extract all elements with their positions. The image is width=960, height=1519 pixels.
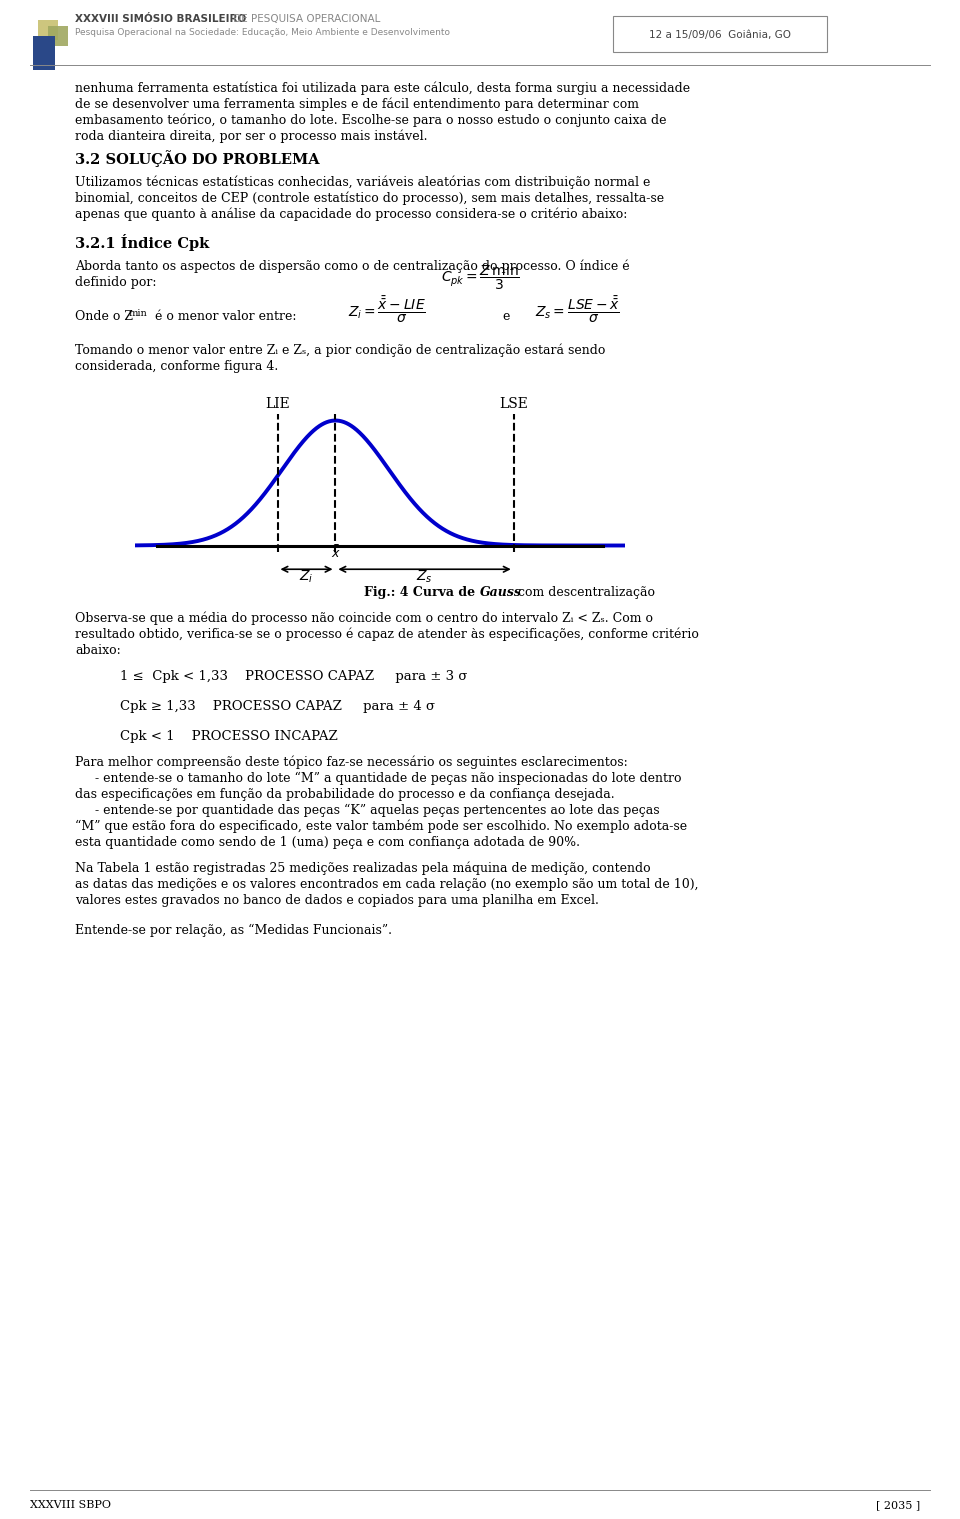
Text: definido por:: definido por:	[75, 276, 156, 289]
Text: Utilizamos técnicas estatísticas conhecidas, variáveis aleatórias com distribuiç: Utilizamos técnicas estatísticas conheci…	[75, 176, 650, 188]
Text: considerada, conforme figura 4.: considerada, conforme figura 4.	[75, 360, 278, 374]
Text: - entende-se por quantidade das peças “K” aquelas peças pertencentes ao lote das: - entende-se por quantidade das peças “K…	[75, 804, 660, 817]
Text: $Z_s$: $Z_s$	[417, 568, 433, 585]
Text: resultado obtido, verifica-se se o processo é capaz de atender às especificações: resultado obtido, verifica-se se o proce…	[75, 627, 699, 641]
Text: Observa-se que a média do processo não coincide com o centro do intervalo Zᵢ < Z: Observa-se que a média do processo não c…	[75, 612, 653, 624]
Text: valores estes gravados no banco de dados e copiados para uma planilha em Excel.: valores estes gravados no banco de dados…	[75, 895, 599, 907]
Text: Aborda tanto os aspectos de dispersão como o de centralização do processo. O índ: Aborda tanto os aspectos de dispersão co…	[75, 260, 630, 273]
Text: 3.2 SOLUÇÃO DO PROBLEMA: 3.2 SOLUÇÃO DO PROBLEMA	[75, 150, 320, 167]
Polygon shape	[33, 36, 55, 70]
Text: apenas que quanto à análise da capacidade do processo considera-se o critério ab: apenas que quanto à análise da capacidad…	[75, 208, 628, 220]
Text: $Z_s = \dfrac{LSE - \bar{\bar{x}}}{\sigma}$: $Z_s = \dfrac{LSE - \bar{\bar{x}}}{\sigm…	[535, 293, 620, 324]
Text: $\bar{\bar{x}}$: $\bar{\bar{x}}$	[330, 545, 341, 561]
Text: abaixo:: abaixo:	[75, 644, 121, 658]
Text: embasamento teórico, o tamanho do lote. Escolhe-se para o nosso estudo o conjunt: embasamento teórico, o tamanho do lote. …	[75, 114, 666, 128]
Text: XXXVIII SBPO: XXXVIII SBPO	[30, 1499, 111, 1510]
Text: DE PESQUISA OPERACIONAL: DE PESQUISA OPERACIONAL	[230, 14, 380, 24]
Text: - entende-se o tamanho do lote “M” a quantidade de peças não inspecionadas do lo: - entende-se o tamanho do lote “M” a qua…	[75, 772, 682, 785]
Text: as datas das medições e os valores encontrados em cada relação (no exemplo são u: as datas das medições e os valores encon…	[75, 878, 699, 892]
Polygon shape	[48, 26, 68, 46]
Text: 1 ≤  Cpk < 1,33    PROCESSO CAPAZ     para ± 3 σ: 1 ≤ Cpk < 1,33 PROCESSO CAPAZ para ± 3 σ	[120, 670, 468, 684]
Text: Cpk < 1    PROCESSO INCAPAZ: Cpk < 1 PROCESSO INCAPAZ	[120, 731, 338, 743]
Text: Tomando o menor valor entre Zᵢ e Zₛ, a pior condição de centralização estará sen: Tomando o menor valor entre Zᵢ e Zₛ, a p…	[75, 343, 606, 357]
Text: XXXVIII SIMÓSIO BRASILEIRO: XXXVIII SIMÓSIO BRASILEIRO	[75, 14, 247, 24]
Text: min: min	[129, 308, 148, 317]
Text: Na Tabela 1 estão registradas 25 medições realizadas pela máquina de medição, co: Na Tabela 1 estão registradas 25 mediçõe…	[75, 861, 651, 875]
Text: Fig.: 4 Curva de: Fig.: 4 Curva de	[365, 586, 480, 598]
Text: Para melhor compreensão deste tópico faz-se necessário os seguintes esclarecimen: Para melhor compreensão deste tópico faz…	[75, 755, 628, 769]
Text: Onde o Z: Onde o Z	[75, 310, 133, 324]
Text: Pesquisa Operacional na Sociedade: Educação, Meio Ambiente e Desenvolvimento: Pesquisa Operacional na Sociedade: Educa…	[75, 27, 450, 36]
Text: “M” que estão fora do especificado, este valor também pode ser escolhido. No exe: “M” que estão fora do especificado, este…	[75, 819, 687, 832]
Text: das especificações em função da probabilidade do processo e da confiança desejad: das especificações em função da probabil…	[75, 788, 614, 801]
Text: nenhuma ferramenta estatística foi utilizada para este cálculo, desta forma surg: nenhuma ferramenta estatística foi utili…	[75, 82, 690, 96]
Text: 12 a 15/09/06  Goiânia, GO: 12 a 15/09/06 Goiânia, GO	[649, 30, 791, 39]
Text: Entende-se por relação, as “Medidas Funcionais”.: Entende-se por relação, as “Medidas Func…	[75, 924, 392, 937]
Text: Gauss: Gauss	[480, 586, 522, 598]
Text: LSE: LSE	[499, 396, 528, 412]
Text: com descentralização: com descentralização	[514, 586, 655, 598]
Text: roda dianteira direita, por ser o processo mais instável.: roda dianteira direita, por ser o proces…	[75, 129, 427, 143]
Text: Cpk ≥ 1,33    PROCESSO CAPAZ     para ± 4 σ: Cpk ≥ 1,33 PROCESSO CAPAZ para ± 4 σ	[120, 700, 435, 712]
Text: e: e	[502, 310, 510, 324]
Text: esta quantidade como sendo de 1 (uma) peça e com confiança adotada de 90%.: esta quantidade como sendo de 1 (uma) pe…	[75, 835, 580, 849]
Text: é o menor valor entre:: é o menor valor entre:	[151, 310, 297, 324]
Text: 3.2.1 Índice Cpk: 3.2.1 Índice Cpk	[75, 234, 209, 251]
Text: [ 2035 ]: [ 2035 ]	[876, 1499, 920, 1510]
Text: $Z_i$: $Z_i$	[300, 568, 314, 585]
Text: $Z_i = \dfrac{\bar{\bar{x}} - LIE}{\sigma}$: $Z_i = \dfrac{\bar{\bar{x}} - LIE}{\sigm…	[348, 293, 426, 324]
Text: de se desenvolver uma ferramenta simples e de fácil entendimento para determinar: de se desenvolver uma ferramenta simples…	[75, 97, 639, 111]
Text: $\mathit{C}_{pk} = \dfrac{Z\,\mathrm{min}}{3}$: $\mathit{C}_{pk} = \dfrac{Z\,\mathrm{min…	[441, 263, 519, 292]
FancyBboxPatch shape	[613, 17, 827, 52]
Polygon shape	[38, 20, 58, 39]
Text: binomial, conceitos de CEP (controle estatístico do processo), sem mais detalhes: binomial, conceitos de CEP (controle est…	[75, 191, 664, 205]
Text: LIE: LIE	[265, 396, 290, 412]
